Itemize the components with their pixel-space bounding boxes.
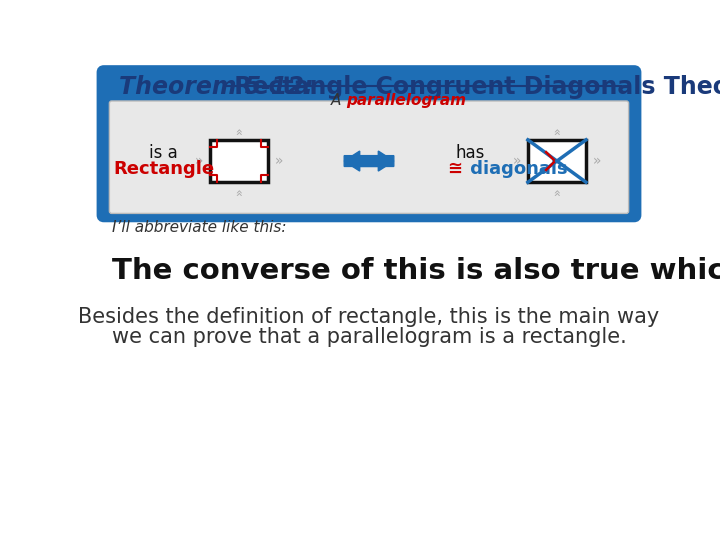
Text: we can prove that a parallelogram is a rectangle.: we can prove that a parallelogram is a r… [112, 327, 626, 347]
Text: »: » [593, 154, 601, 168]
Bar [210, 140, 269, 182]
FancyArrow shape [344, 151, 394, 171]
Text: Rectangle: Rectangle [113, 160, 214, 178]
Text: Rectangle Congruent Diagonals Theorem: Rectangle Congruent Diagonals Theorem [225, 75, 720, 99]
Text: diagonals: diagonals [464, 160, 567, 178]
Text: »: » [550, 188, 564, 195]
Bar [528, 140, 586, 182]
Text: »: » [513, 154, 521, 168]
Text: Besides the definition of rectangle, this is the main way: Besides the definition of rectangle, thi… [78, 307, 660, 327]
Text: parallelogram: parallelogram [346, 93, 466, 109]
Text: »: » [233, 127, 246, 134]
Text: »: » [233, 188, 246, 195]
FancyBboxPatch shape [100, 69, 638, 219]
Text: »: » [550, 127, 564, 134]
Text: ≅: ≅ [447, 160, 462, 178]
Text: is a: is a [149, 144, 178, 163]
FancyArrow shape [344, 151, 394, 171]
Text: The converse of this is also true which means…: The converse of this is also true which … [112, 257, 720, 285]
Text: I’ll abbreviate like this:: I’ll abbreviate like this: [112, 220, 287, 235]
Text: »: » [195, 154, 204, 168]
Text: A: A [330, 93, 346, 109]
FancyBboxPatch shape [109, 101, 629, 213]
Text: Theorem 5-12:: Theorem 5-12: [120, 75, 314, 99]
Text: has: has [455, 144, 485, 163]
Text: »: » [275, 154, 284, 168]
